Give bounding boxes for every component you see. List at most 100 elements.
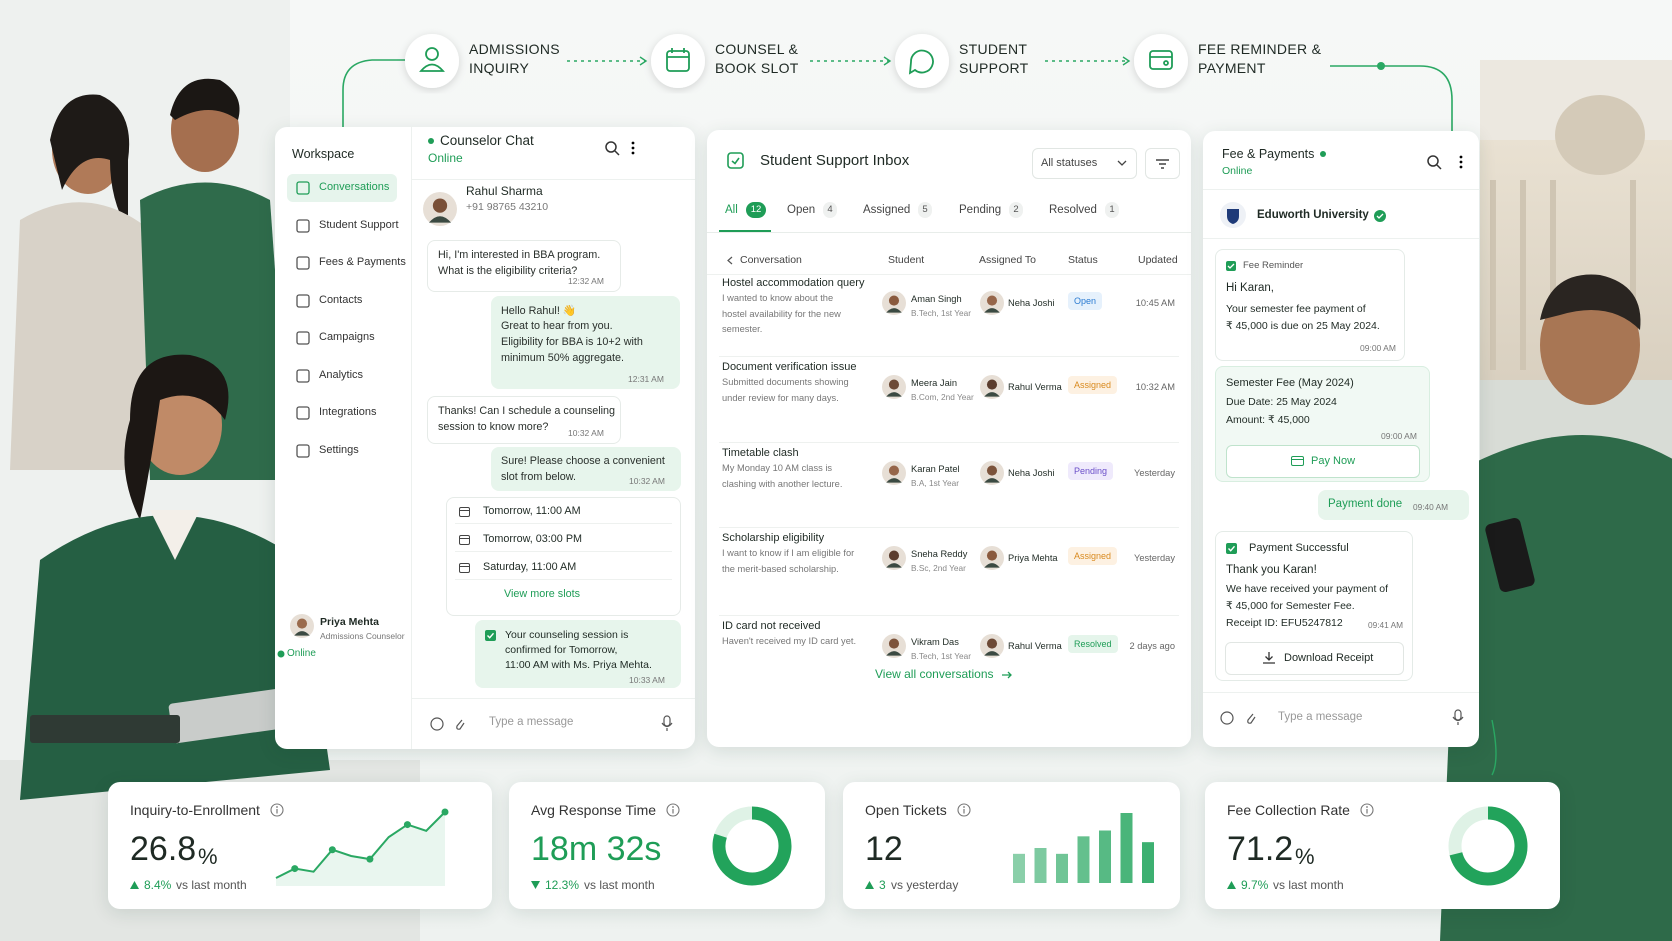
message-time: 09:40 AM: [1413, 502, 1449, 512]
nav-item[interactable]: Fees & Payments: [319, 256, 406, 268]
message-time: 09:00 AM: [1381, 431, 1417, 441]
search-icon[interactable]: [1427, 155, 1442, 170]
view-more-slots[interactable]: View more slots: [504, 588, 581, 600]
message-input[interactable]: Type a message: [489, 716, 574, 728]
tab[interactable]: Open: [787, 204, 816, 216]
receipt-thanks: Thank you Karan!: [1226, 564, 1317, 576]
flow-step-label: COUNSEL &: [715, 41, 799, 57]
search-icon[interactable]: [605, 141, 620, 156]
view-all-link[interactable]: View all conversations: [875, 667, 994, 681]
tab-count: 2: [1009, 202, 1023, 218]
avatar: [882, 375, 906, 399]
status-badge: Resolved: [1068, 635, 1118, 653]
student-name: Vikram Das: [911, 637, 959, 647]
avatar: [980, 634, 1004, 658]
download-button[interactable]: Download Receipt: [1225, 642, 1404, 675]
kpi-change: 12.3%: [545, 878, 580, 892]
download-label: Download Receipt: [1284, 652, 1374, 664]
flow-step-label: BOOK SLOT: [715, 60, 799, 76]
tab-count: 4: [823, 202, 837, 218]
message-time: 10:32 AM: [629, 476, 665, 486]
more-icon[interactable]: [631, 141, 635, 155]
user-name: Priya Mehta: [320, 616, 379, 628]
slot-option[interactable]: Tomorrow, 03:00 PM: [483, 533, 583, 545]
nav-item[interactable]: Contacts: [319, 293, 363, 306]
chat-bubble: Hi, I'm interested in BBA program. What i…: [427, 240, 621, 292]
tab[interactable]: Resolved: [1049, 204, 1097, 216]
mic-icon[interactable]: [1452, 709, 1464, 725]
more-icon[interactable]: [1459, 155, 1463, 169]
emoji-icon[interactable]: [430, 717, 444, 731]
kpi-comparison: vs yesterday: [891, 878, 959, 892]
row-description: Haven't received my ID card yet.: [722, 636, 857, 646]
message-input[interactable]: Type a message: [1278, 711, 1363, 723]
row-description: I want to know if I am eligible for the …: [722, 548, 855, 574]
fees-status: Online: [1222, 165, 1253, 177]
chat-status: Online: [428, 151, 463, 165]
slot-option[interactable]: Saturday, 11:00 AM: [483, 561, 577, 573]
receipt-card: Payment Successful Thank you Karan! We hav…: [1215, 531, 1413, 681]
emoji-icon[interactable]: [1220, 711, 1234, 725]
nav-item[interactable]: Campaigns: [319, 331, 375, 343]
slot-option[interactable]: Tomorrow, 11:00 AM: [483, 505, 581, 517]
trend-line: [275, 811, 446, 879]
nav-icon: [296, 293, 310, 308]
status-badge: Assigned: [1068, 376, 1118, 394]
nav-item[interactable]: Integrations: [319, 406, 377, 418]
receipt-text: ₹ 45,000 for Semester Fee.: [1226, 600, 1355, 612]
kpi-title: Fee Collection Rate: [1227, 802, 1350, 818]
kpi-card: Avg Response Time 18m 32s 12.3% vs last mon…: [509, 782, 825, 909]
reminder-greeting: Hi Karan,: [1226, 282, 1274, 294]
invoice-due: Due Date: 25 May 2024: [1226, 396, 1337, 408]
status-filter[interactable]: All statuses: [1032, 148, 1137, 179]
tab[interactable]: Pending: [959, 204, 1002, 216]
nav-item[interactable]: Analytics: [319, 368, 364, 381]
nav-icon: [296, 406, 310, 420]
divider: [719, 442, 1179, 443]
divider: [719, 356, 1179, 357]
attach-icon[interactable]: [455, 717, 465, 731]
tab-count: 12: [746, 202, 766, 218]
row-subject: Document verification issue: [722, 361, 857, 373]
donut-arc: [712, 806, 792, 886]
kpi-chart: [1448, 806, 1528, 886]
flow-step-label: ADMISSIONS: [469, 41, 560, 57]
tab[interactable]: All: [725, 204, 738, 216]
trend-point: [403, 821, 411, 829]
chat-bubble: Sure! Please choose a convenient slot fro…: [491, 447, 681, 491]
checkbox: [1226, 543, 1237, 554]
message-time: 09:41 AM: [1368, 620, 1404, 630]
reminder-label: Fee Reminder: [1243, 260, 1304, 271]
avatar: [882, 291, 906, 315]
nav-item[interactable]: Settings: [319, 443, 359, 456]
message-text: Great to hear from you.: [501, 320, 613, 332]
filter-button[interactable]: [1145, 148, 1180, 179]
trend-point: [328, 846, 336, 854]
pay-button[interactable]: Pay Now: [1226, 445, 1420, 478]
mic-icon[interactable]: [661, 715, 673, 731]
reminder-card: Fee Reminder Hi Karan, Your semester fee p…: [1215, 249, 1405, 361]
divider: [1203, 189, 1479, 190]
chat-bubble: Thanks! Can I schedule a counseling sessi…: [427, 396, 621, 444]
student-program: B.Tech, 1st Year: [911, 308, 971, 318]
row-subject: Hostel accommodation query: [722, 277, 865, 289]
info-icon: [1360, 803, 1374, 817]
nav-item[interactable]: Student Support: [319, 218, 399, 231]
message-time: 10:32 AM: [568, 428, 604, 438]
confirmation-text: Your counseling session is: [505, 629, 629, 641]
kpi-chart: [1013, 813, 1154, 883]
calendar-icon: [459, 535, 470, 545]
tab[interactable]: Assigned: [863, 204, 911, 216]
avatar: [423, 192, 457, 226]
arrow-icon: [1002, 671, 1012, 679]
trend-arrow: [1227, 881, 1236, 889]
attach-icon[interactable]: [1246, 711, 1256, 725]
row-description: My Monday 10 AM class is clashing with a…: [722, 463, 843, 489]
inbox-title: Student Support Inbox: [760, 152, 910, 169]
divider: [455, 551, 672, 552]
nav-item[interactable]: Conversations: [319, 181, 390, 193]
bar: [1077, 836, 1090, 883]
confirmation-text: 11:00 AM with Ms. Priya Mehta.: [505, 659, 652, 671]
kpi-title: Open Tickets: [865, 802, 947, 818]
avatar: [980, 375, 1004, 399]
